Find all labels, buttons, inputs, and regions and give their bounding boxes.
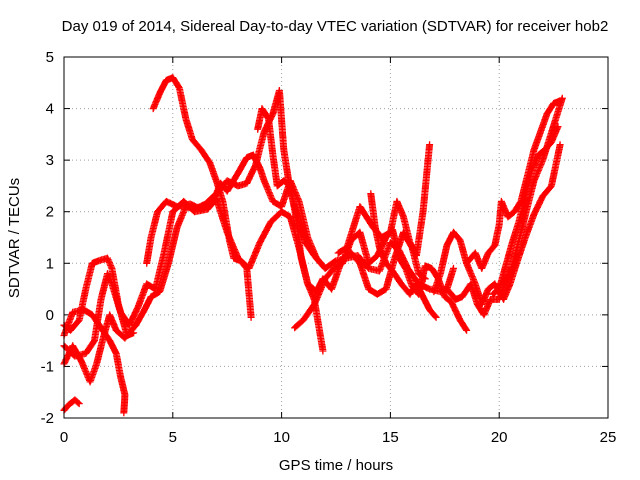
series-trace-15 — [489, 123, 562, 298]
y-tick-label: 0 — [46, 307, 54, 324]
series-markers — [291, 226, 471, 334]
y-tick-label: 4 — [46, 101, 54, 118]
series-markers — [334, 141, 434, 259]
x-tick-label: 15 — [382, 429, 399, 446]
y-tick-label: -2 — [41, 410, 54, 427]
y-tick-label: 3 — [46, 152, 54, 169]
series-trace-4 — [60, 195, 327, 360]
axis-tick-labels: 0 5 10 15 20 25 -2 -1 0 1 2 3 4 5 — [41, 49, 617, 446]
plot-frame — [63, 56, 609, 419]
series-markers — [143, 151, 457, 296]
x-axis-label: GPS time / hours — [279, 457, 393, 474]
series-markers — [60, 195, 327, 360]
chart-title: Day 019 of 2014, Sidereal Day-to-day VTE… — [62, 18, 609, 35]
series-trace-13 — [443, 94, 566, 319]
series-markers — [367, 190, 440, 321]
x-tick-label: 25 — [600, 429, 617, 446]
y-tick-label: -1 — [41, 358, 54, 375]
y-tick-label: 1 — [46, 255, 54, 272]
series-markers — [489, 123, 562, 298]
data-series — [60, 74, 566, 417]
y-axis-label: SDTVAR / TECUs — [6, 178, 23, 298]
series-markers — [443, 94, 566, 319]
series-markers — [430, 141, 564, 308]
x-tick-label: 10 — [273, 429, 290, 446]
series-trace-11 — [367, 190, 440, 321]
y-tick-label: 5 — [46, 49, 54, 66]
series-trace-9 — [291, 226, 471, 334]
x-tick-label: 5 — [169, 429, 177, 446]
series-trace-12 — [430, 141, 564, 308]
series-trace-10 — [334, 141, 434, 259]
y-tick-label: 2 — [46, 204, 54, 221]
x-tick-label: 20 — [491, 429, 508, 446]
x-tick-label: 0 — [60, 429, 68, 446]
series-trace-7 — [143, 151, 457, 296]
